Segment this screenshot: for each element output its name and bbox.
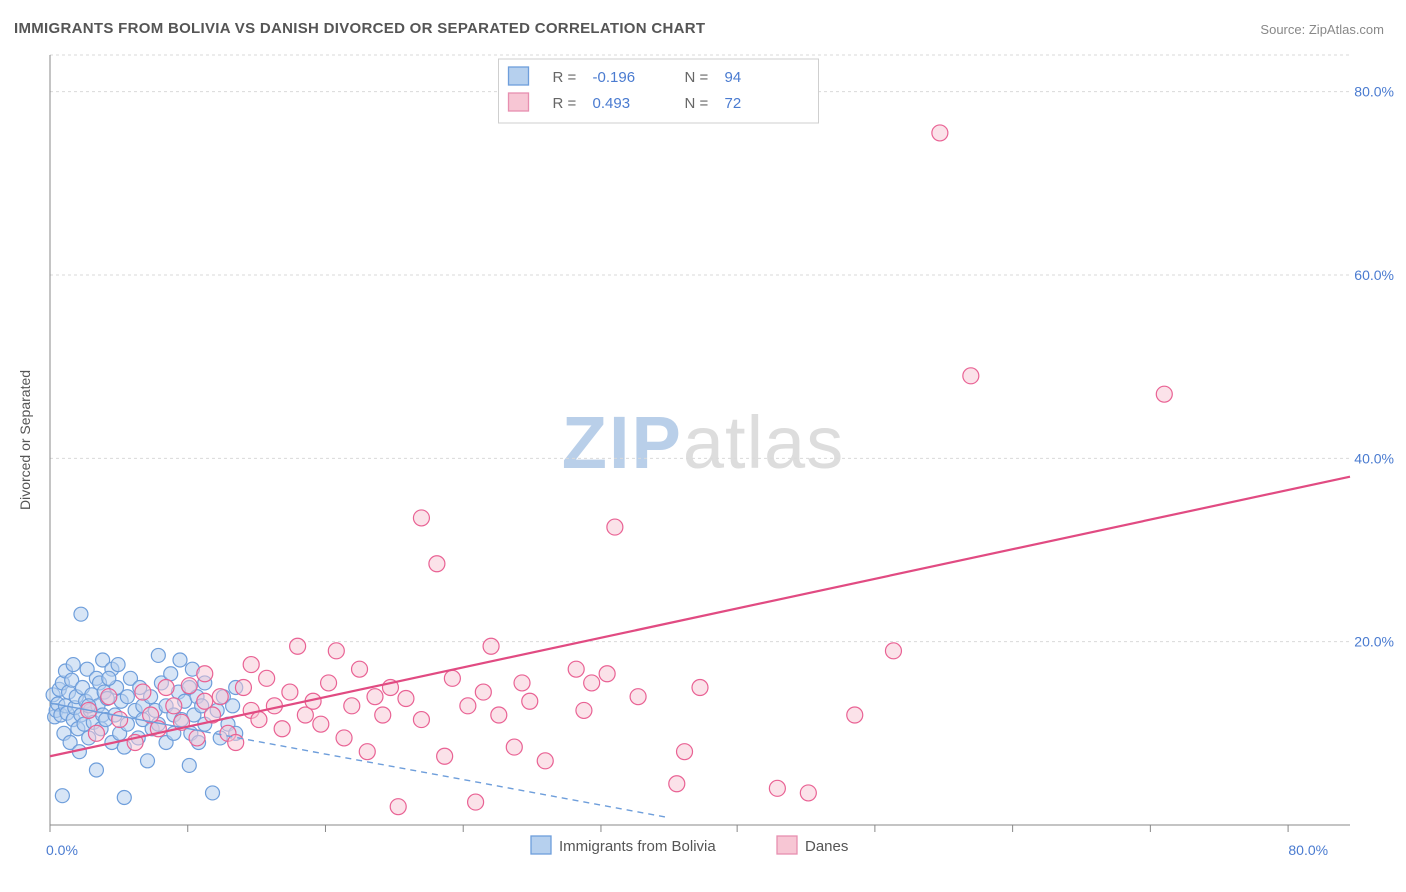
svg-text:R =: R = [553, 69, 577, 86]
y-tick-label: 40.0% [1354, 450, 1394, 466]
series-bolivia [46, 607, 243, 804]
svg-text:Immigrants from Bolivia: Immigrants from Bolivia [559, 838, 716, 855]
y-tick-label: 20.0% [1354, 634, 1394, 650]
x-tick-label: 0.0% [46, 842, 78, 858]
correlation-chart: 0.0% 80.0% 20.0% 40.0% 60.0% 80.0% Divorced or… [0, 0, 1406, 892]
y-axis-label: Divorced or Separated [17, 370, 33, 510]
x-tick-label: 80.0% [1288, 842, 1328, 858]
svg-text:-0.196: -0.196 [593, 69, 636, 86]
svg-text:72: 72 [725, 95, 742, 112]
legend-series: Immigrants from Bolivia Danes [531, 836, 848, 855]
svg-text:N =: N = [685, 95, 709, 112]
y-tick-label: 60.0% [1354, 267, 1394, 283]
svg-text:0.493: 0.493 [593, 95, 631, 112]
y-tick-label: 80.0% [1354, 84, 1394, 100]
svg-text:Danes: Danes [805, 838, 848, 855]
svg-text:94: 94 [725, 69, 742, 86]
svg-text:R =: R = [553, 95, 577, 112]
series-danes [81, 125, 1173, 815]
legend-stats [499, 59, 819, 123]
svg-text:N =: N = [685, 69, 709, 86]
